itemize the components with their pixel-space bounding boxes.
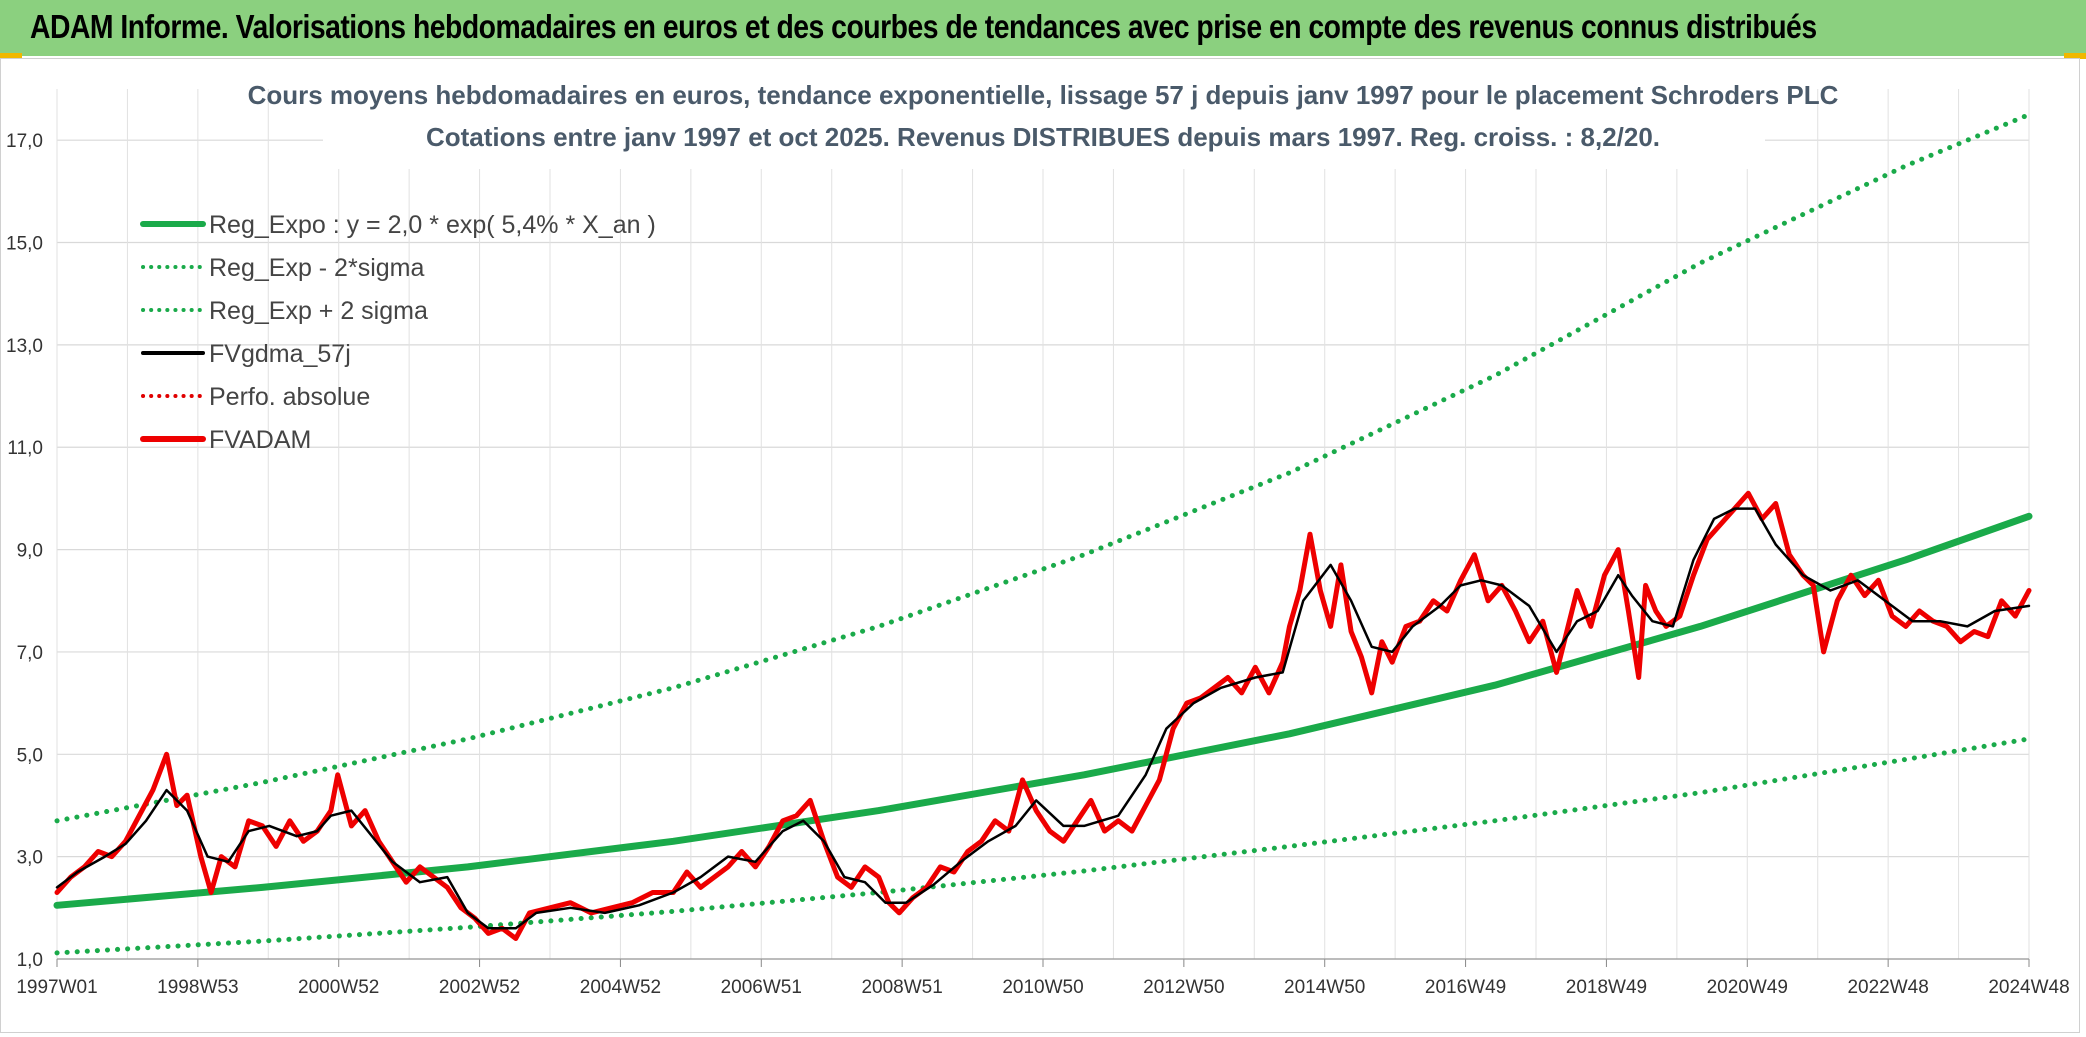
x-tick-label: 2016W49 bbox=[1425, 977, 1506, 998]
chart-frame: 1,0 3,0 5,0 7,0 9,0 11,0 13,0 15,0 17,0 1997W01 19… bbox=[0, 58, 2080, 1033]
x-tick-label: 2022W48 bbox=[1847, 977, 1928, 998]
x-tick-label: 2018W49 bbox=[1566, 977, 1647, 998]
y-tick-label: 7,0 bbox=[17, 643, 43, 664]
series-line-3 bbox=[55, 507, 2031, 930]
x-tick-label: 1997W01 bbox=[16, 977, 97, 998]
legend-label-4: Perfo. absolue bbox=[209, 383, 370, 411]
y-tick-label: 3,0 bbox=[17, 848, 43, 869]
x-tick-label: 2020W49 bbox=[1707, 977, 1788, 998]
x-tick-label: 2008W51 bbox=[861, 977, 942, 998]
y-tick-label: 13,0 bbox=[6, 336, 43, 357]
legend-label-2: Reg_Exp + 2 sigma bbox=[209, 297, 428, 325]
series-line-2 bbox=[54, 112, 2032, 824]
page-title: ADAM Informe. Valorisations hebdomadaire… bbox=[30, 8, 1817, 45]
x-tick-label: 2002W52 bbox=[439, 977, 520, 998]
corner-marker-right bbox=[2064, 53, 2086, 59]
y-tick-label: 15,0 bbox=[6, 234, 43, 255]
x-tick-label: 2006W51 bbox=[721, 977, 802, 998]
legend: Reg_Expo : y = 2,0 * exp( 5,4% * X_an ) R… bbox=[140, 211, 656, 454]
corner-marker-left bbox=[0, 53, 22, 59]
series-area bbox=[53, 112, 2033, 956]
chart-title-background bbox=[323, 59, 1765, 169]
y-tick-label: 17,0 bbox=[6, 131, 43, 152]
legend-label-1: Reg_Exp - 2*sigma bbox=[209, 254, 424, 282]
y-tick-label: 11,0 bbox=[7, 438, 43, 459]
series-line-1 bbox=[54, 736, 2032, 956]
x-tick-label: 2010W50 bbox=[1002, 977, 1083, 998]
x-tick-label: 2014W50 bbox=[1284, 977, 1365, 998]
chart: 1,0 3,0 5,0 7,0 9,0 11,0 13,0 15,0 17,0 1997W01 19… bbox=[6, 59, 2070, 998]
y-tick-label: 5,0 bbox=[17, 745, 43, 766]
x-tick-label: 2012W50 bbox=[1143, 977, 1224, 998]
series-line-5 bbox=[54, 490, 2032, 941]
x-tick-label: 2000W52 bbox=[298, 977, 379, 998]
chart-title-line-2: Cotations entre janv 1997 et oct 2025. R… bbox=[426, 122, 1660, 152]
chart-title: Cours moyens hebdomadaires en euros, ten… bbox=[248, 59, 1839, 169]
grid bbox=[56, 89, 2030, 960]
x-tick-label: 2004W52 bbox=[580, 977, 661, 998]
y-tick-label: 1,0 bbox=[17, 950, 43, 971]
x-tick-label: 1998W53 bbox=[157, 977, 238, 998]
axes: 1,0 3,0 5,0 7,0 9,0 11,0 13,0 15,0 17,0 1997W01 19… bbox=[6, 131, 2070, 998]
header-bar: ADAM Informe. Valorisations hebdomadaire… bbox=[0, 0, 2086, 56]
legend-label-3: FVgdma_57j bbox=[209, 340, 351, 368]
y-tick-label: 9,0 bbox=[17, 541, 43, 562]
legend-label-0: Reg_Expo : y = 2,0 * exp( 5,4% * X_an ) bbox=[209, 211, 656, 239]
chart-title-line-1: Cours moyens hebdomadaires en euros, ten… bbox=[248, 80, 1839, 110]
x-tick-label: 2024W48 bbox=[1988, 977, 2069, 998]
legend-label-5: FVADAM bbox=[209, 426, 311, 454]
